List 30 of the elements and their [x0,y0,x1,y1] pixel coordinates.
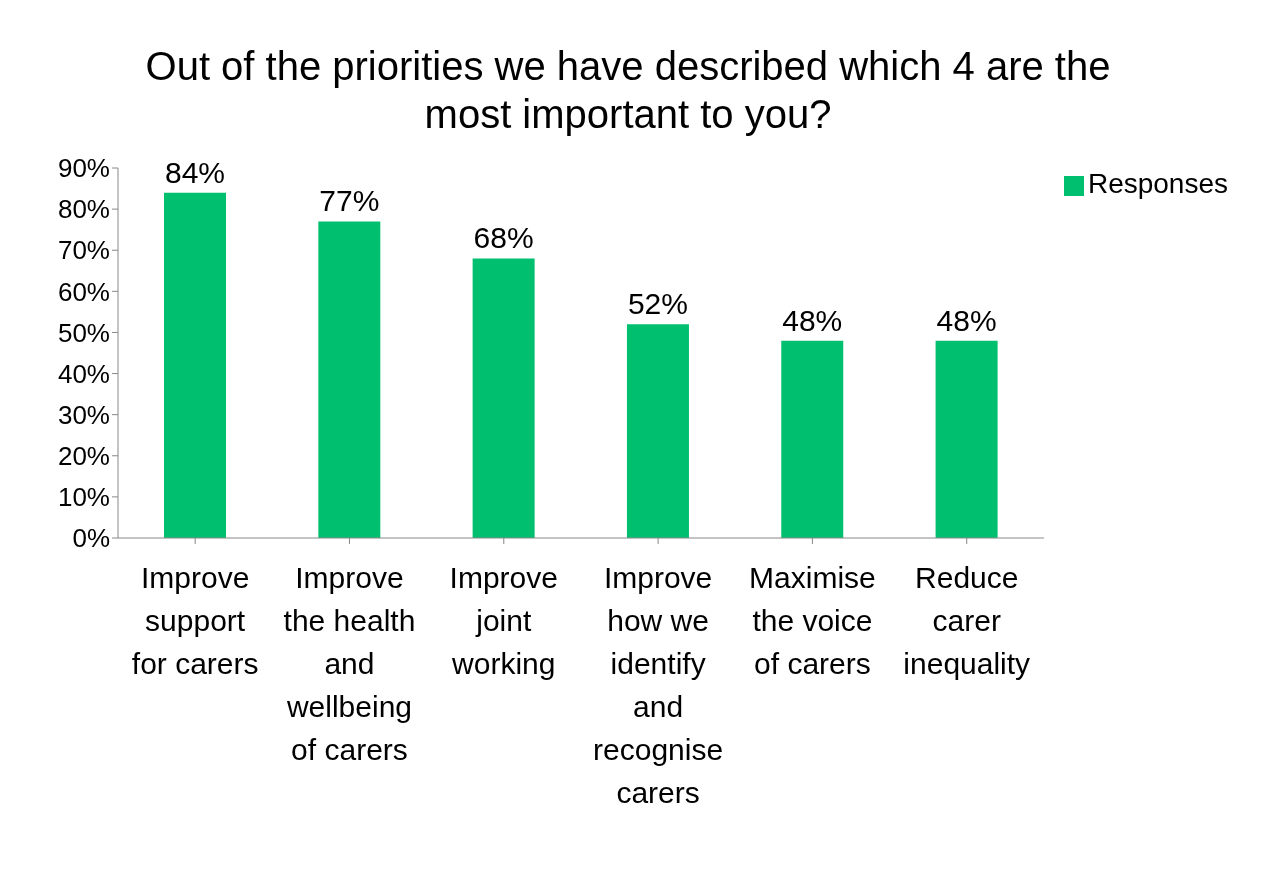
y-tick-label: 80% [57,194,110,225]
text: 52% [627,287,688,321]
bar [781,340,844,538]
y-tick-label: 60% [57,276,110,307]
x-tick-label: Reduce carer inequality [903,561,1031,680]
y-tick-label: 30% [57,399,110,430]
x-tick-label: Improve joint working [449,561,558,680]
text: 68% [473,221,534,255]
text: 48% [936,303,997,337]
x-tick-label: Improve the health and wellbeing of carers [283,561,416,766]
legend-label: Responses [1087,168,1228,199]
text: 77% [319,184,380,218]
y-tick-label: 10% [57,482,110,513]
bar [935,340,998,538]
bar [472,258,535,538]
y-tick-label: 70% [57,235,110,266]
y-tick-label: 20% [57,441,110,472]
bar [164,192,226,538]
chart-title: Out of the priorities we have described which 4 are the most important to you? [144,43,1112,138]
x-tick-label: Improve support for carers [131,561,259,680]
x-tick-label: Maximise the voice of carers [749,561,876,680]
text: 48% [782,303,843,337]
bar [318,221,381,538]
y-tick-label: 90% [57,153,110,184]
bar [626,324,689,538]
x-tick-label: Improve how we identify and recognise carers [593,561,724,809]
y-tick-label: 0% [72,523,110,554]
y-tick-label: 40% [57,358,110,389]
text: 84% [164,155,226,189]
y-tick-label: 50% [57,317,110,348]
